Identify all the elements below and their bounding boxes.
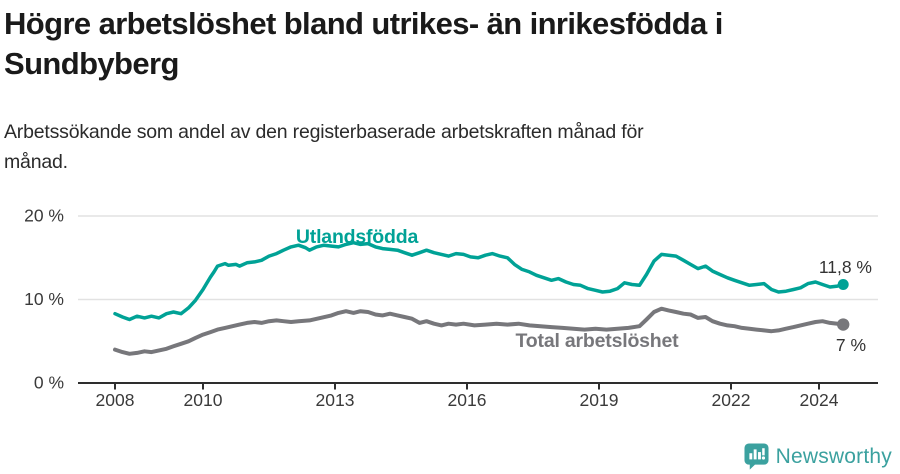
chart-subtitle-line-1: Arbetssökande som andel av den registerb… [4,121,644,143]
x-tick-label-2008: 2008 [96,390,135,410]
page-title: Högre arbetslöshet bland utrikes- än inr… [4,4,896,84]
page-title-line-2: Sundbyberg [4,46,179,81]
newsworthy-brand: Newsworthy [775,444,892,468]
logo-exclamation-stem [761,448,765,456]
series-end-value-utlandsfödda: 11,8 % [819,257,872,277]
x-tick-label-2013: 2013 [316,390,355,410]
series-line-utlandsfödda [113,240,845,322]
series-label-utlandsfödda: Utlandsfödda [296,226,419,248]
line-chart: 0 % 10 % 20 % 2008 2010 2013 2016 2019 2022 2024 T… [24,206,878,410]
x-tick-label-2022: 2022 [712,390,751,410]
y-tick-label-0: 0 % [34,373,64,393]
logo-bar-3 [757,452,761,460]
x-tick-label-2024: 2024 [800,390,839,410]
series-end-dot-total-arbetslöshet [837,318,850,331]
x-tick-label-2016: 2016 [448,390,487,410]
chart-subtitle: Arbetssökande som andel av den registerb… [4,117,824,177]
chart-subtitle-line-2: månad. [4,151,68,173]
series-end-dot-utlandsfödda [837,278,849,290]
logo-bar-2 [753,449,757,460]
newsworthy-logo-icon [744,443,769,470]
newsworthy-footer: Newsworthy [744,443,892,470]
series-label-total-arbetslöshet: Total arbetslöshet [516,330,680,352]
x-tick-label-2010: 2010 [184,390,223,410]
page-title-line-1: Högre arbetslöshet bland utrikes- än inr… [4,6,723,41]
logo-exclamation-dot [761,456,765,460]
x-tick-label-2019: 2019 [580,390,619,410]
logo-bar-1 [749,453,752,460]
y-tick-label-10: 10 % [24,289,64,309]
series-line-total-arbetslöshet [113,306,846,356]
series-end-value-total-arbetslöshet: 7 % [836,335,866,355]
y-tick-label-20: 20 % [24,206,64,226]
